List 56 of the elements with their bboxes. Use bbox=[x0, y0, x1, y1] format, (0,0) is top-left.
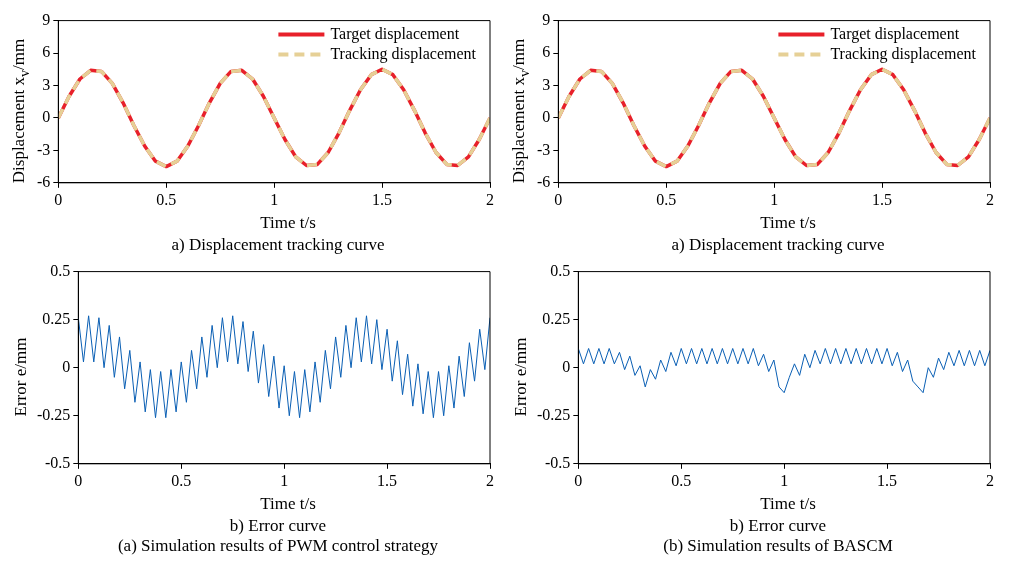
x-tick-label: 1 bbox=[780, 471, 789, 489]
y-tick-label: -0.5 bbox=[45, 454, 71, 471]
text: b) Error curve bbox=[728, 516, 828, 536]
y-tick-label: 6 bbox=[542, 43, 551, 61]
x-axis-title: Time t/s bbox=[259, 213, 317, 233]
y-tick-label: -6 bbox=[37, 173, 51, 190]
x-tick-label: 1 bbox=[270, 190, 279, 208]
y-tick-label: -0.25 bbox=[537, 405, 571, 423]
x-tick-label: 1 bbox=[770, 190, 779, 208]
x-tick-label: 2 bbox=[486, 190, 494, 208]
text: (b) Simulation results of BASCM bbox=[662, 536, 894, 556]
x-tick-label: 1.5 bbox=[877, 471, 898, 489]
text: a) Displacement tracking curve bbox=[670, 235, 886, 255]
y-tick-label: 3 bbox=[42, 75, 51, 93]
y-tick-label: 3 bbox=[542, 75, 551, 93]
y-tick-label: -0.25 bbox=[37, 405, 71, 423]
text: a) Displacement tracking curve bbox=[170, 235, 386, 255]
text: b) Error curve bbox=[228, 516, 328, 536]
y-tick-label: 0 bbox=[42, 108, 51, 126]
x-axis-title: Time t/s bbox=[759, 494, 817, 514]
y-tick-label: 0 bbox=[562, 357, 571, 375]
y-tick-label: 0 bbox=[542, 108, 551, 126]
y-tick-label: 6 bbox=[42, 43, 51, 61]
x-tick-label: 1.5 bbox=[372, 190, 393, 208]
x-tick-label: 2 bbox=[486, 471, 494, 489]
x-tick-label: 0 bbox=[574, 471, 583, 489]
legend-label: Target displacement bbox=[330, 24, 460, 43]
x-axis-title: Time t/s bbox=[759, 213, 817, 233]
x-tick-label: 0.5 bbox=[671, 471, 692, 489]
y-tick-label: 0.5 bbox=[50, 261, 71, 279]
text: (a) Simulation results of PWM control strategy bbox=[116, 536, 440, 556]
x-tick-label: 1.5 bbox=[377, 471, 398, 489]
x-tick-label: 0 bbox=[74, 471, 83, 489]
y-tick-label: 0.25 bbox=[42, 309, 71, 327]
y-tick-label: -3 bbox=[537, 140, 551, 158]
y-tick-label: 9 bbox=[542, 10, 551, 28]
x-tick-label: 2 bbox=[986, 471, 994, 489]
x-axis-title: Time t/s bbox=[259, 494, 317, 514]
y-axis-title: Error e/mm bbox=[511, 337, 531, 416]
y-tick-label: -6 bbox=[537, 173, 551, 190]
x-tick-label: 0.5 bbox=[156, 190, 177, 208]
y-tick-label: 0.25 bbox=[542, 309, 571, 327]
y-tick-label: 0 bbox=[62, 357, 71, 375]
legend-label: Target displacement bbox=[830, 24, 960, 43]
y-tick-label: 0.5 bbox=[550, 261, 571, 279]
x-tick-label: 2 bbox=[986, 190, 994, 208]
x-tick-label: 1.5 bbox=[872, 190, 893, 208]
x-tick-label: 0.5 bbox=[171, 471, 192, 489]
legend-label: Tracking displacement bbox=[830, 44, 977, 63]
y-axis-title: Error e/mm bbox=[11, 337, 31, 416]
legend-label: Tracking displacement bbox=[330, 44, 477, 63]
y-tick-label: -3 bbox=[37, 140, 51, 158]
x-tick-label: 0.5 bbox=[656, 190, 677, 208]
x-tick-label: 1 bbox=[280, 471, 289, 489]
y-tick-label: -0.5 bbox=[545, 454, 571, 471]
y-tick-label: 9 bbox=[42, 10, 51, 28]
